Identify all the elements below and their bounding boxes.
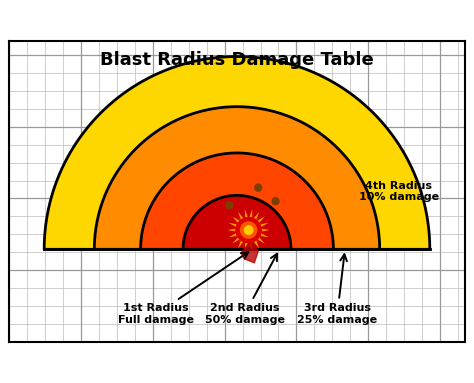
Circle shape (236, 218, 261, 242)
Polygon shape (94, 106, 380, 249)
Circle shape (255, 184, 262, 191)
Circle shape (244, 226, 253, 234)
Polygon shape (183, 195, 291, 249)
Text: Blast Radius Damage Table: Blast Radius Damage Table (100, 51, 374, 69)
Polygon shape (141, 153, 333, 249)
Text: 2nd Radius
50% damage: 2nd Radius 50% damage (205, 254, 285, 325)
Text: 4th Radius
10% damage: 4th Radius 10% damage (359, 181, 439, 202)
Circle shape (272, 198, 279, 205)
Polygon shape (44, 57, 430, 249)
Circle shape (226, 201, 233, 208)
Text: 1st Radius
Full damage: 1st Radius Full damage (118, 252, 248, 325)
Circle shape (240, 222, 256, 238)
Text: 3rd Radius
25% damage: 3rd Radius 25% damage (297, 254, 377, 325)
Polygon shape (233, 215, 264, 245)
Polygon shape (241, 242, 258, 263)
Polygon shape (228, 209, 270, 251)
